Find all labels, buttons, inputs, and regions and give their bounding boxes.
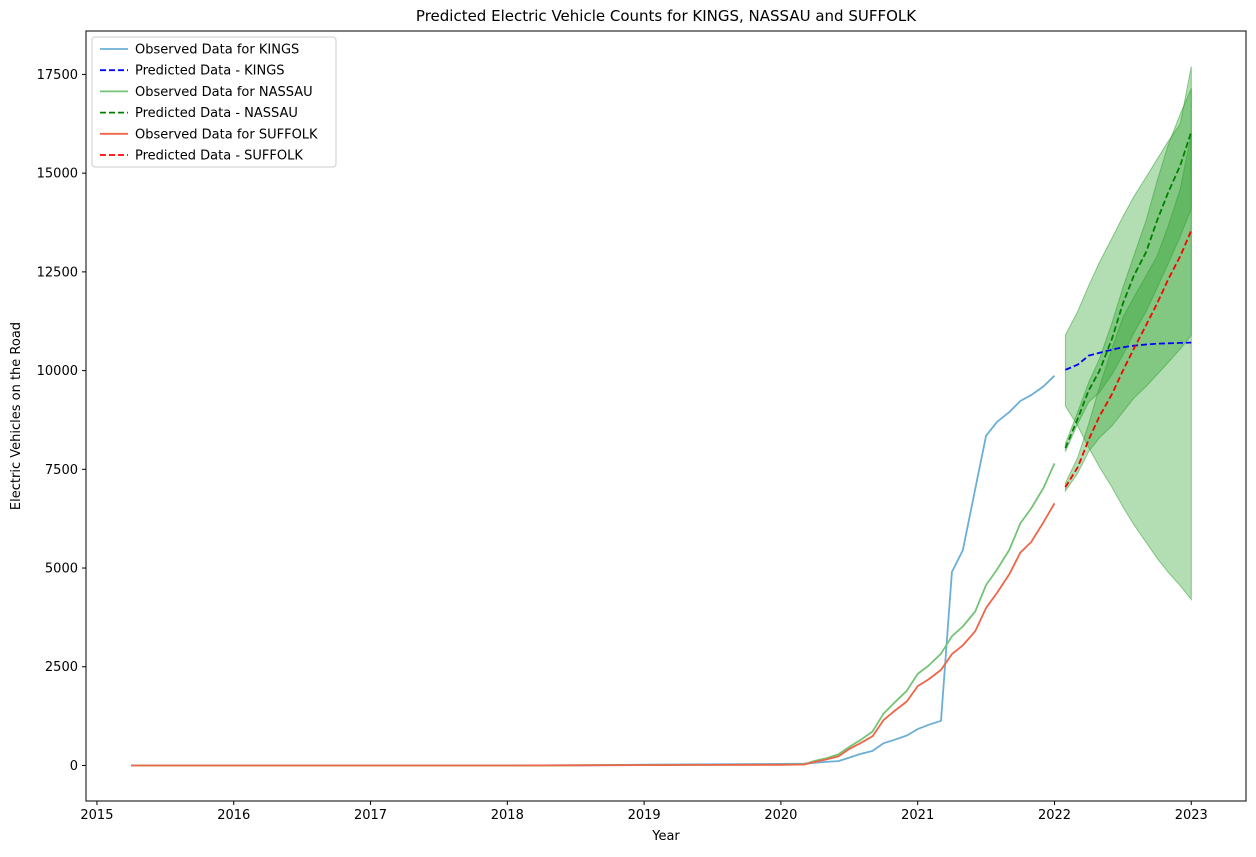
legend: Observed Data for KINGS Predicted Data - … [91, 36, 337, 168]
x-tick-label: 2021 [901, 808, 934, 823]
x-tick-label: 2018 [491, 808, 524, 823]
x-axis-ticks: 2015 2016 2017 2018 2019 2020 2021 2022 2023 [80, 801, 1208, 823]
confidence-bands [1064, 66, 1192, 602]
confidence-band-1 [1064, 66, 1192, 602]
plot-frame [85, 30, 1247, 802]
x-tick-label: 2016 [217, 808, 250, 823]
legend-label-predicted-data-kings: Predicted Data - KINGS [135, 64, 285, 79]
x-tick-label: 2023 [1175, 808, 1208, 823]
legend-label-observed-data-for-suffolk: Observed Data for SUFFOLK [135, 127, 318, 142]
y-tick-label: 17500 [37, 68, 78, 83]
y-axis-ticks: 0 2500 5000 7500 10000 12500 15000 17500 [37, 68, 86, 774]
series-line-observed-data-for-suffolk [131, 502, 1056, 767]
y-tick-label: 15000 [37, 167, 78, 182]
x-tick-label: 2015 [80, 808, 113, 823]
legend-label-predicted-data-nassau: Predicted Data - NASSAU [135, 106, 298, 121]
chart-title: Predicted Electric Vehicle Counts for KI… [416, 7, 917, 25]
x-axis-label: Year [651, 829, 680, 844]
y-tick-label: 5000 [45, 562, 78, 577]
series-line-predicted-data-suffolk [1064, 230, 1193, 488]
x-tick-label: 2019 [628, 808, 661, 823]
confidence-band-3 [1064, 133, 1192, 493]
legend-label-predicted-data-suffolk: Predicted Data - SUFFOLK [135, 149, 303, 164]
y-tick-label: 7500 [45, 463, 78, 478]
y-tick-label: 12500 [37, 265, 78, 280]
x-tick-label: 2020 [764, 808, 797, 823]
series-line-predicted-data-nassau [1064, 131, 1193, 449]
legend-label-observed-data-for-nassau: Observed Data for NASSAU [135, 85, 313, 100]
legend-box [91, 36, 337, 168]
series-line-predicted-data-kings [1065, 341, 1192, 371]
y-axis-label: Electric Vehicles on the Road [9, 322, 24, 510]
y-tick-label: 10000 [37, 364, 78, 379]
y-tick-label: 0 [70, 759, 78, 774]
x-tick-label: 2017 [354, 808, 387, 823]
series-lines [131, 131, 1193, 767]
legend-label-observed-data-for-kings: Observed Data for KINGS [135, 43, 299, 58]
y-tick-label: 2500 [45, 660, 78, 675]
x-tick-label: 2022 [1038, 808, 1071, 823]
